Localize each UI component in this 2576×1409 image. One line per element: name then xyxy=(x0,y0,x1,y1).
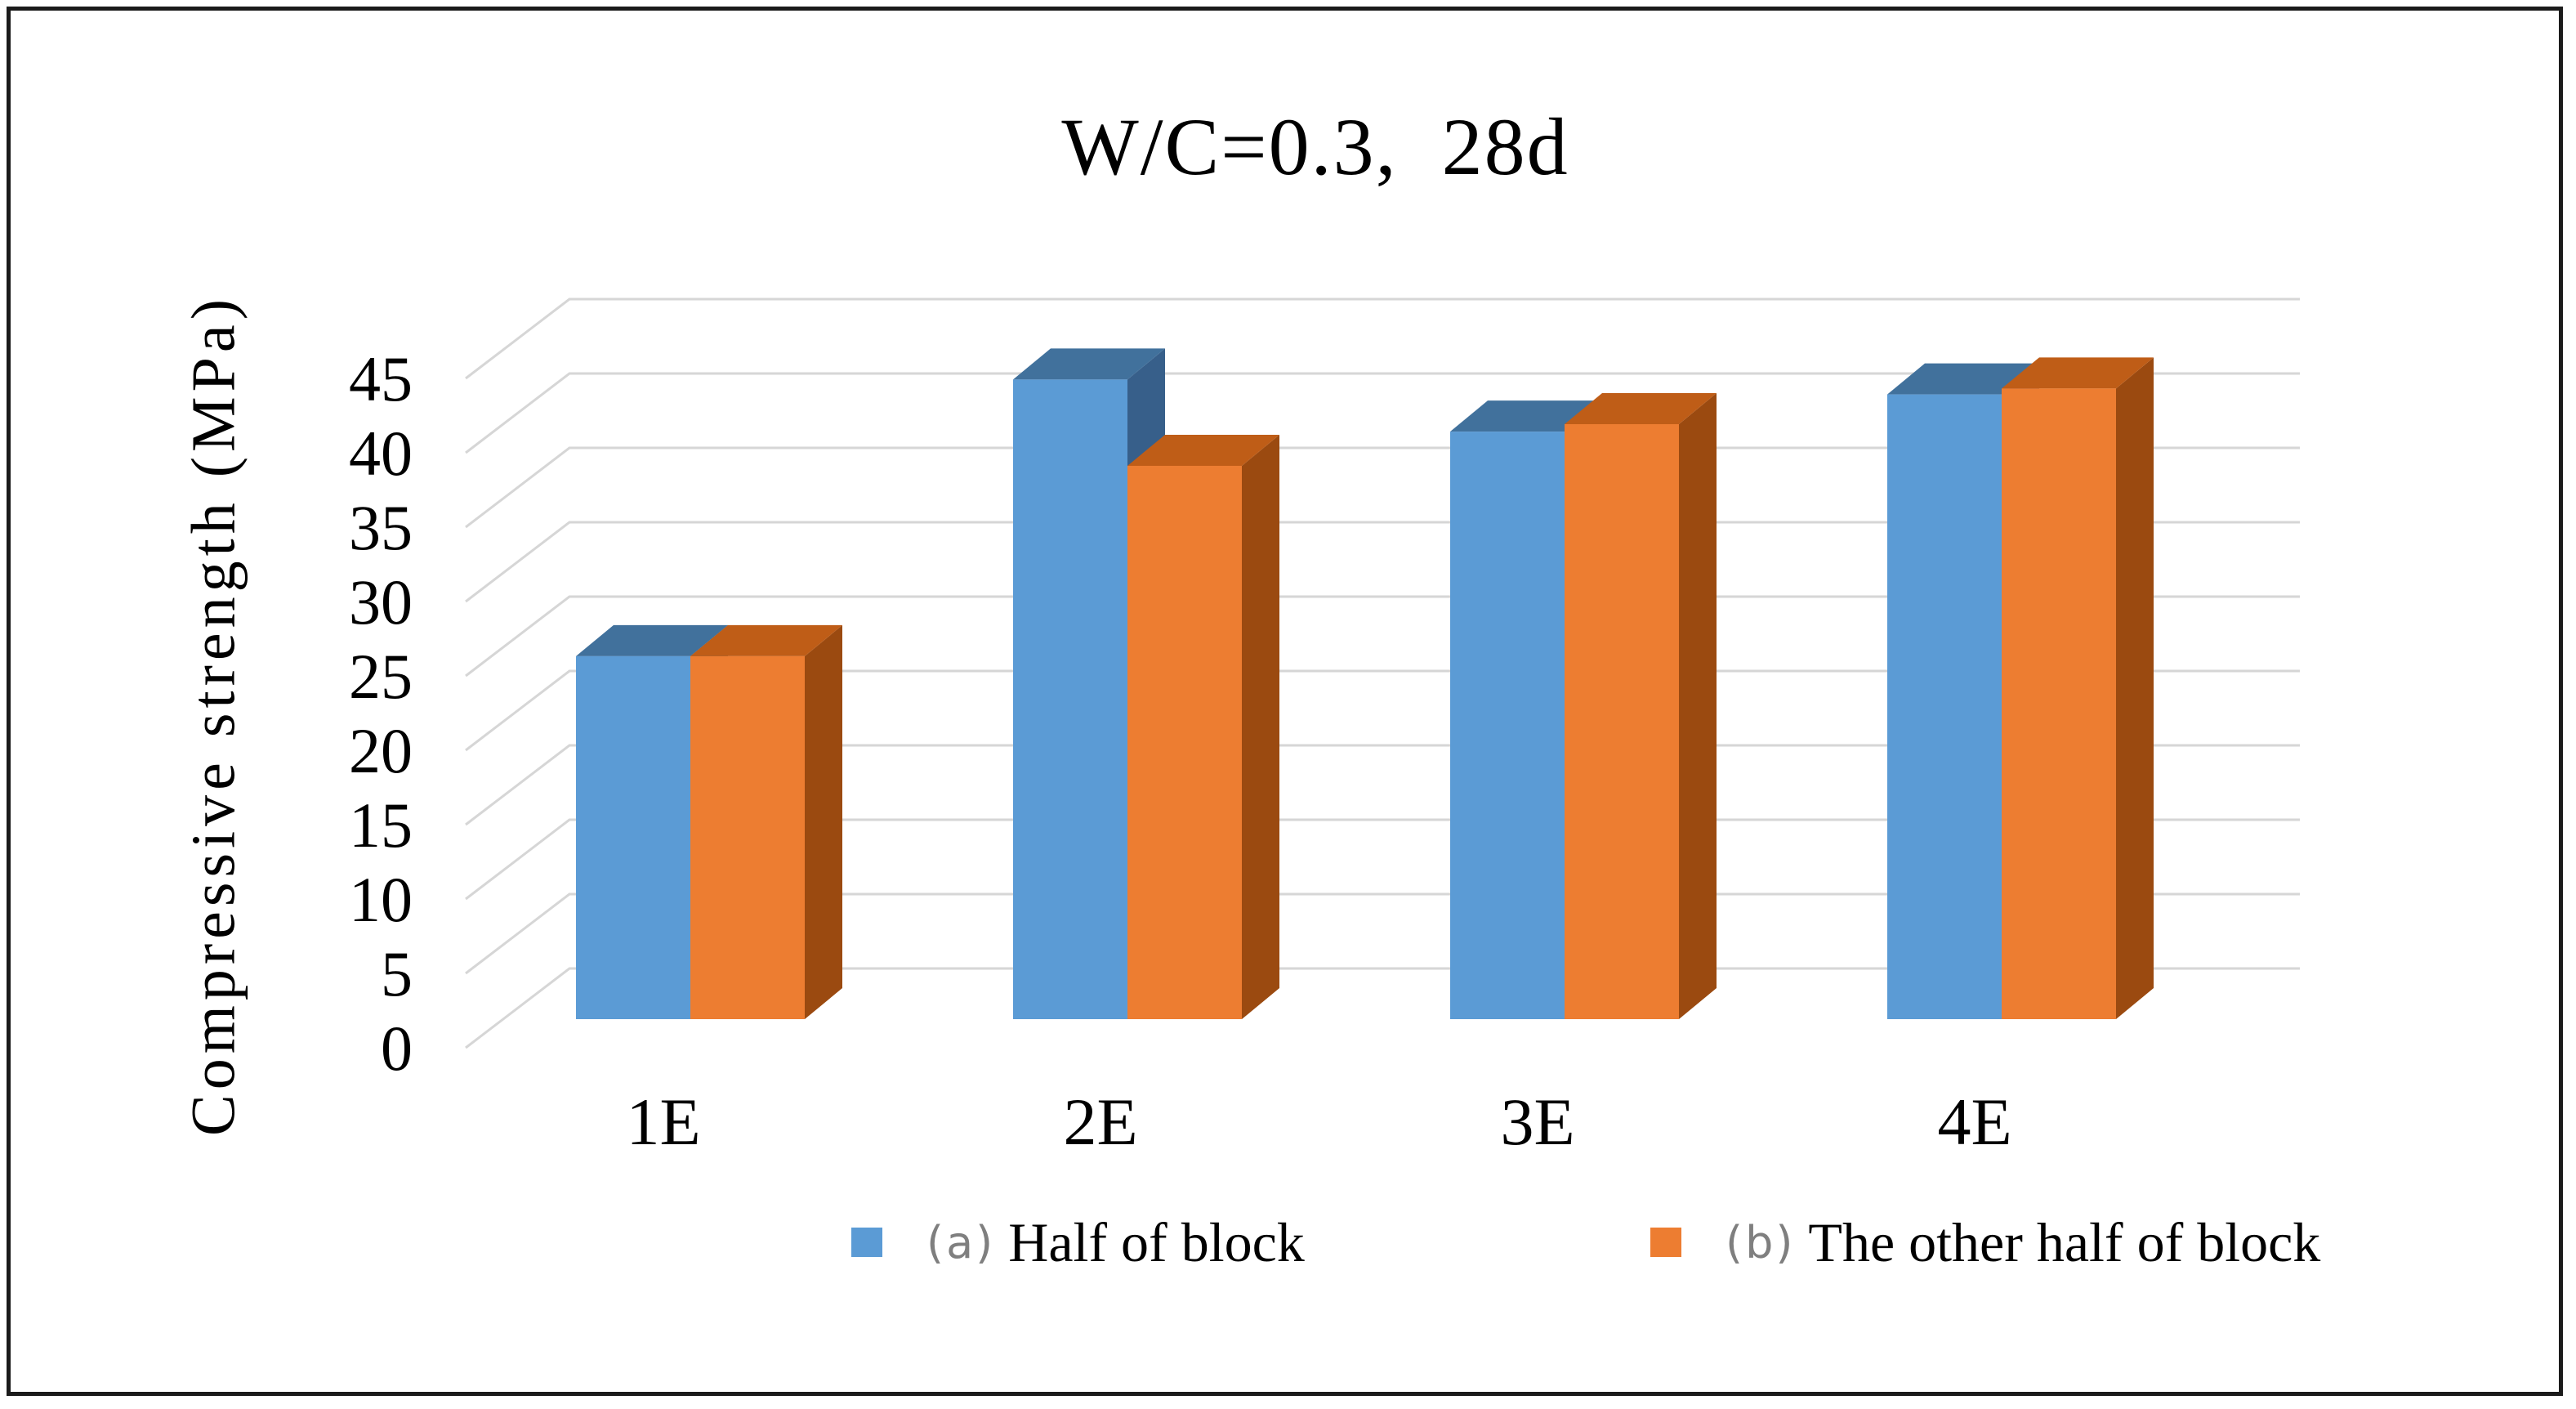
gridline-0 xyxy=(465,967,2300,1049)
bar-3E-series0 xyxy=(1450,432,1565,1019)
bar-top-4E-series1 xyxy=(2002,357,2154,389)
legend-label-other-half-of-block: The other half of block xyxy=(1808,1210,2321,1273)
y-tick-5: 5 xyxy=(381,938,413,1009)
gridline-10 xyxy=(465,818,2300,901)
legend-swatch-half-of-block xyxy=(851,1228,882,1257)
y-tick-10: 10 xyxy=(349,864,413,935)
bar-top-1E-series0 xyxy=(576,624,728,656)
bar-side-4E-series1 xyxy=(2116,357,2154,1019)
y-tick-40: 40 xyxy=(349,418,413,489)
gridline-45 xyxy=(465,297,2300,380)
bar-2E-series0 xyxy=(1013,379,1127,1019)
legend-prefix-a: (a) xyxy=(926,1216,996,1268)
bar-1E-series1 xyxy=(690,655,805,1019)
bar-side-3E-series1 xyxy=(1679,393,1717,1019)
legend-prefix-b: (b) xyxy=(1726,1216,1796,1268)
legend-item-half-of-block: (a) Half of block xyxy=(851,1211,1305,1273)
bar-top-3E-series1 xyxy=(1565,393,1717,424)
figure-border xyxy=(7,7,2563,1396)
gridline-20 xyxy=(465,669,2300,752)
bar-2E-series1 xyxy=(1127,465,1242,1019)
gridline-15 xyxy=(465,744,2300,826)
gridline-40 xyxy=(465,372,2300,454)
bar-3E-series1 xyxy=(1565,424,1679,1019)
legend-swatch-other-half-of-block xyxy=(1650,1228,1681,1257)
legend-item-other-half-of-block: (b) The other half of block xyxy=(1650,1211,2320,1273)
bar-top-1E-series1 xyxy=(690,624,842,656)
y-tick-15: 15 xyxy=(349,789,413,861)
bar-top-2E-series1 xyxy=(1127,434,1279,466)
gridline-25 xyxy=(465,595,2300,678)
bar-top-3E-series0 xyxy=(1450,400,1602,432)
bar-top-2E-series0 xyxy=(1013,348,1165,380)
legend-label-half-of-block: Half of block xyxy=(1008,1210,1305,1273)
x-label-1E: 1E xyxy=(626,1085,700,1159)
y-tick-35: 35 xyxy=(349,492,413,563)
gridline-35 xyxy=(465,446,2300,529)
bar-4E-series0 xyxy=(1887,394,2002,1020)
bar-4E-series1 xyxy=(2002,388,2116,1019)
bar-1E-series0 xyxy=(576,655,690,1019)
bar-side-2E-series1 xyxy=(1242,434,1279,1019)
gridline-30 xyxy=(465,521,2300,603)
chart-title: W/C=0.3, 28d xyxy=(1061,101,1569,192)
y-tick-20: 20 xyxy=(349,715,413,786)
x-label-3E: 3E xyxy=(1500,1085,1574,1159)
y-tick-0: 0 xyxy=(381,1013,413,1084)
bar-side-1E-series1 xyxy=(805,624,842,1019)
bar-top-4E-series0 xyxy=(1887,363,2039,395)
y-tick-25: 25 xyxy=(349,641,413,712)
y-tick-45: 45 xyxy=(349,343,413,414)
y-tick-30: 30 xyxy=(349,566,413,637)
gridline-5 xyxy=(465,892,2300,975)
x-label-2E: 2E xyxy=(1063,1085,1137,1159)
x-label-4E: 4E xyxy=(1937,1085,2011,1159)
